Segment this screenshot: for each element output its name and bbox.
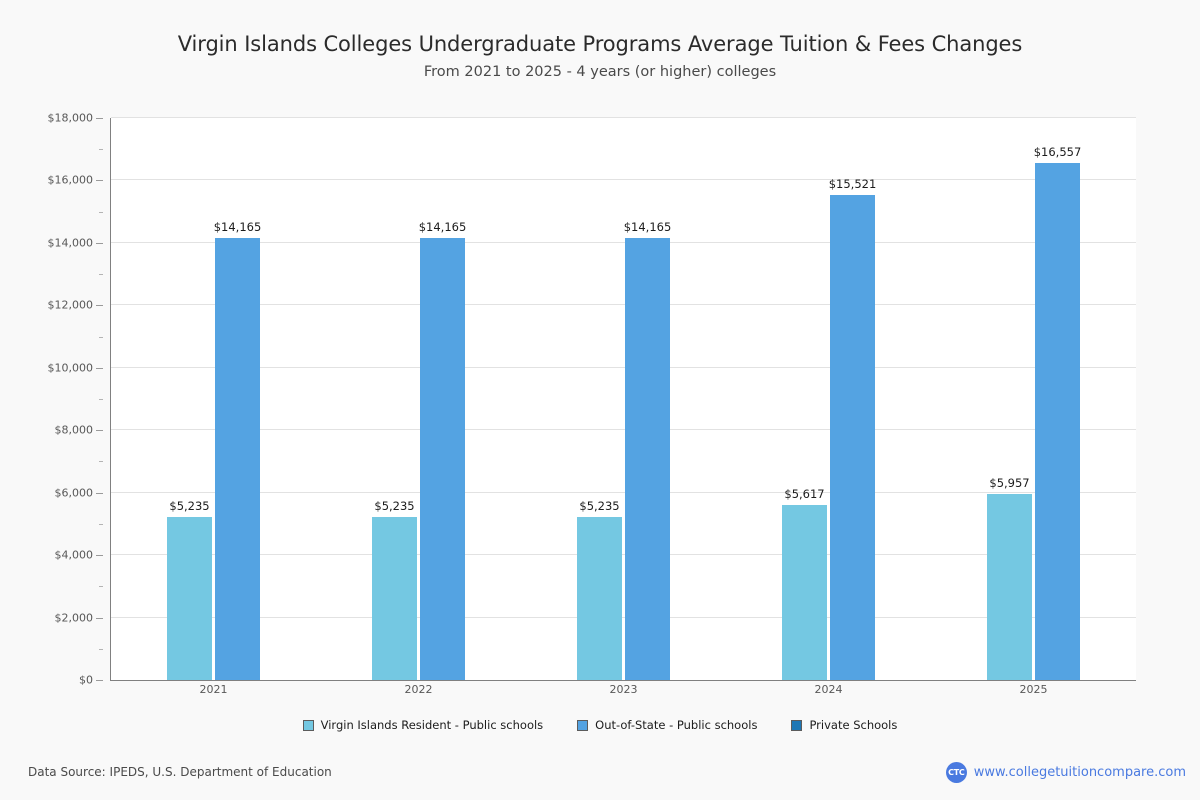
legend-item[interactable]: Private Schools	[791, 718, 897, 732]
bars-layer: $5,235 $14,165 $5,235 $14,165 $5,235 $14,165 $…	[111, 118, 1136, 680]
gridline	[111, 304, 1136, 306]
y-axis-minor-tick	[99, 274, 103, 276]
y-axis-tick-label: $0	[79, 673, 93, 687]
y-axis-tick-label: $12,000	[47, 298, 94, 312]
plot-area	[110, 117, 1136, 681]
legend-swatch-icon	[577, 719, 589, 731]
legend-label: Out-of-State - Public schools	[595, 718, 758, 732]
bar-value-label: $14,165	[418, 219, 467, 234]
bar[interactable]: $14,165	[214, 220, 261, 680]
y-axis-minor-tick	[99, 523, 103, 525]
y-axis-tick-label: $14,000	[47, 236, 94, 250]
gridline	[111, 179, 1136, 181]
ctc-logo-icon: CTC	[945, 762, 967, 783]
bar-value-label: $5,235	[579, 498, 620, 513]
y-axis-tick-label: $8,000	[54, 423, 94, 437]
gridline	[111, 241, 1136, 243]
chart-legend: Virgin Islands Resident - Public schools…	[0, 718, 1200, 732]
brand-link[interactable]: CTC www.collegetuitioncompare.com	[945, 762, 1186, 783]
gridline	[111, 491, 1136, 493]
gridline	[111, 429, 1136, 431]
bar[interactable]: $16,557	[1034, 145, 1081, 680]
title-block: Virgin Islands Colleges Undergraduate Pr…	[0, 30, 1200, 83]
y-axis-tick	[96, 305, 103, 307]
y-axis-tick-label: $16,000	[47, 173, 94, 187]
legend-swatch-icon	[302, 719, 314, 731]
bar-value-label: $15,521	[828, 177, 877, 192]
y-axis-tick	[96, 430, 103, 432]
y-axis-tick	[96, 118, 103, 119]
bar-group: $5,235 $14,165	[577, 118, 671, 680]
bar-value-label: $5,235	[169, 498, 210, 513]
bar[interactable]: $5,617	[782, 487, 827, 680]
y-axis-tick-label: $6,000	[54, 486, 94, 500]
y-axis-tick-label: $2,000	[54, 611, 94, 625]
x-axis-tick-label: 2023	[609, 683, 638, 696]
y-axis-minor-tick	[99, 648, 103, 650]
x-axis-tick-label: 2024	[814, 683, 843, 696]
bar-value-label: $14,165	[623, 219, 672, 234]
ctc-logo-text: CTC	[948, 767, 965, 777]
y-axis-tick	[96, 180, 103, 182]
bar-value-label: $16,557	[1033, 145, 1082, 160]
bar-group: $5,235 $14,165	[372, 118, 466, 680]
y-axis-tick	[96, 492, 103, 494]
bar[interactable]: $14,165	[624, 220, 671, 680]
y-axis-tick	[96, 367, 103, 369]
y-axis-tick	[96, 680, 103, 681]
y-axis-tick	[96, 242, 103, 244]
legend-label: Private Schools	[809, 718, 898, 732]
y-axis-minor-tick	[99, 211, 103, 213]
y-axis-tick-label: $4,000	[54, 548, 94, 562]
bar-group: $5,957 $16,557	[987, 118, 1081, 680]
data-source-note: Data Source: IPEDS, U.S. Department of E…	[28, 765, 332, 779]
gridline	[111, 554, 1136, 556]
bar-value-label: $5,957	[989, 476, 1030, 491]
y-axis-minor-tick	[99, 586, 103, 588]
y-axis-minor-tick	[99, 399, 103, 400]
y-axis-tick	[96, 617, 103, 619]
legend-item[interactable]: Out-of-State - Public schools	[577, 718, 757, 732]
bar[interactable]: $14,165	[419, 220, 466, 680]
bar[interactable]: $5,235	[577, 499, 622, 680]
brand-url-label: www.collegetuitioncompare.com	[973, 765, 1186, 780]
bar[interactable]: $5,235	[167, 499, 212, 680]
x-axis: 2021 2022 2023 2024 2025	[111, 683, 1136, 703]
y-axis-minor-tick	[99, 461, 103, 463]
bar-group: $5,617 $15,521	[782, 118, 876, 680]
x-axis-tick-label: 2021	[199, 683, 228, 696]
y-axis-minor-tick	[99, 149, 103, 151]
bar[interactable]: $5,957	[987, 476, 1032, 680]
y-axis-tick-label: $18,000	[47, 111, 94, 125]
page-title: Virgin Islands Colleges Undergraduate Pr…	[177, 32, 1023, 56]
y-axis-minor-tick	[99, 336, 103, 338]
x-axis-tick-label: 2022	[404, 683, 433, 696]
y-axis-tick-label: $10,000	[47, 361, 94, 375]
legend-item[interactable]: Virgin Islands Resident - Public schools	[302, 718, 544, 732]
y-axis-tick	[96, 555, 103, 557]
bar-value-label: $5,617	[784, 486, 825, 501]
gridline	[111, 616, 1136, 618]
bar[interactable]: $15,521	[829, 177, 876, 680]
bar-group: $5,235 $14,165	[167, 118, 261, 680]
gridline	[111, 117, 1136, 118]
x-axis-tick-label: 2025	[1019, 683, 1048, 696]
page-subtitle: From 2021 to 2025 - 4 years (or higher) …	[423, 64, 777, 80]
y-axis: $0 $2,000 $4,000 $6,000 $8,000 $10,000 $12,000…	[0, 112, 103, 687]
bar[interactable]: $5,235	[372, 499, 417, 680]
gridline	[111, 366, 1136, 368]
legend-swatch-icon	[791, 719, 803, 731]
legend-label: Virgin Islands Resident - Public schools	[320, 718, 544, 732]
bar-value-label: $14,165	[213, 219, 262, 234]
bar-value-label: $5,235	[374, 498, 415, 513]
